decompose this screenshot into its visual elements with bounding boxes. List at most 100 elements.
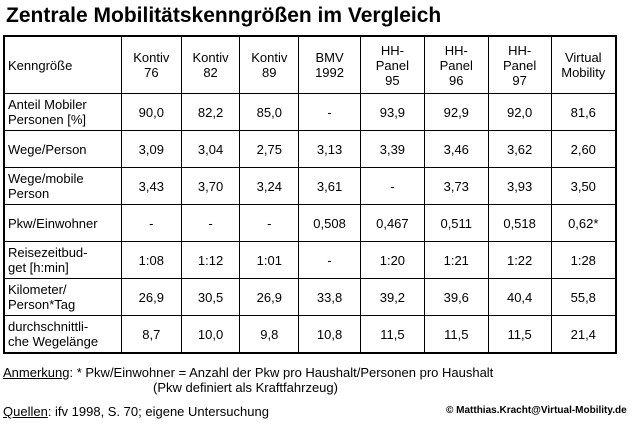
row-label-cell: durchschnittli- che Wegelänge [3, 315, 122, 354]
header-label: Kontiv 76 [133, 50, 170, 80]
header-label: Virtual Mobility [561, 50, 606, 80]
value-cell: 3,93 [487, 167, 552, 205]
value-cell: 21,4 [550, 315, 617, 354]
row-label-cell: Anteil Mobiler Personen [%] [3, 93, 122, 131]
value-cell: 85,0 [239, 93, 300, 131]
value-cell: 33,8 [298, 278, 361, 316]
table-header-row: Kenngröße Kontiv 76 Kontiv 82 Kontiv 89 BMV … [3, 35, 617, 94]
table-row: Wege/Person 3,09 3,04 2,75 3,13 3,39 3,46 3,62 2… [3, 130, 617, 168]
table-row: Anteil Mobiler Personen [%] 90,0 82,2 85,0-… [3, 93, 617, 131]
row-label-cell: Wege/mobile Person [3, 167, 122, 205]
header-label: Kontiv 89 [251, 50, 288, 80]
value-cell: 30,5 [180, 278, 241, 316]
value-cell: 1:28 [550, 241, 617, 279]
remark-text: : * Pkw/Einwohner = Anzahl der Pkw pro H… [69, 365, 494, 380]
row-label: Wege/Person [8, 141, 87, 157]
value-cell: 1:01 [239, 241, 300, 279]
header-cell-source: HH- Panel 96 [423, 35, 489, 94]
comparison-table: Kenngröße Kontiv 76 Kontiv 82 Kontiv 89 BMV … [3, 35, 617, 354]
header-cell-source: Virtual Mobility [550, 35, 617, 94]
row-label-cell: Pkw/Einwohner [3, 204, 122, 242]
value-cell: 3,04 [180, 130, 241, 168]
value-cell: - [298, 241, 361, 279]
row-label-cell: Wege/Person [3, 130, 122, 168]
table-row: Reisezeitbud- get [h:min] 1:08 1:12 1:01-1:… [3, 241, 617, 279]
value-cell: 0,508 [298, 204, 361, 242]
row-label: Pkw/Einwohner [8, 215, 98, 231]
table-body: Anteil Mobiler Personen [%] 90,0 82,2 85,0-… [3, 93, 617, 354]
value-cell: 93,9 [359, 93, 425, 131]
sources-text: : ifv 1998, S. 70; eigene Untersuchung [47, 404, 269, 419]
value-cell: 11,5 [423, 315, 489, 354]
row-label: Reisezeitbud- get [h:min] [8, 245, 88, 275]
header-cell-source: Kontiv 76 [120, 35, 182, 94]
value-cell: 3,39 [359, 130, 425, 168]
value-cell: 26,9 [239, 278, 300, 316]
value-cell: 2,75 [239, 130, 300, 168]
value-cell: - [180, 204, 241, 242]
value-cell: - [359, 167, 425, 205]
row-label: Anteil Mobiler Personen [%] [8, 97, 87, 127]
value-cell: 3,46 [423, 130, 489, 168]
value-cell: 81,6 [550, 93, 617, 131]
value-cell: 3,73 [423, 167, 489, 205]
header-cell-source: HH- Panel 95 [359, 35, 425, 94]
value-cell: 3,13 [298, 130, 361, 168]
table-row: Pkw/Einwohner - - -0,508 0,467 0,511 0,518 0,62… [3, 204, 617, 242]
value-cell: - [120, 204, 182, 242]
value-cell: 11,5 [487, 315, 552, 354]
value-cell: 82,2 [180, 93, 241, 131]
value-cell: 1:12 [180, 241, 241, 279]
row-label-cell: Kilometer/ Person*Tag [3, 278, 122, 316]
remark-line: Anmerkung: * Pkw/Einwohner = Anzahl der … [3, 365, 493, 380]
header-label: Kontiv 82 [192, 50, 229, 80]
value-cell: 40,4 [487, 278, 552, 316]
value-cell: 3,70 [180, 167, 241, 205]
value-cell: 26,9 [120, 278, 182, 316]
value-cell: 3,43 [120, 167, 182, 205]
row-label: Wege/mobile Person [8, 171, 84, 201]
page-title: Zentrale Mobilitätskenngrößen im Verglei… [6, 4, 442, 27]
value-cell: 55,8 [550, 278, 617, 316]
sources-label: Quellen [3, 404, 48, 419]
header-label: HH- Panel 97 [503, 42, 537, 88]
row-label: durchschnittli- che Wegelänge [8, 319, 99, 349]
copyright-text: © Matthias.Kracht@Virtual-Mobility.de [446, 405, 627, 416]
table-row: Wege/mobile Person 3,43 3,70 3,24 3,61-3,73 3… [3, 167, 617, 205]
header-cell-source: BMV 1992 [298, 35, 361, 94]
sources-line: Quellen: ifv 1998, S. 70; eigene Untersu… [3, 404, 269, 419]
value-cell: 0,62* [550, 204, 617, 242]
value-cell: 1:20 [359, 241, 425, 279]
header-label: BMV 1992 [315, 50, 344, 80]
value-cell: - [298, 93, 361, 131]
value-cell: 10,0 [180, 315, 241, 354]
value-cell: 90,0 [120, 93, 182, 131]
value-cell: 2,60 [550, 130, 617, 168]
header-cell-kenngroesse: Kenngröße [3, 35, 122, 94]
value-cell: 11,5 [359, 315, 425, 354]
value-cell: 39,6 [423, 278, 489, 316]
remark-line-2: (Pkw definiert als Kraftfahrzeug) [153, 380, 338, 395]
header-cell-source: Kontiv 82 [180, 35, 241, 94]
table-row: durchschnittli- che Wegelänge 8,7 10,0 9,8 1… [3, 315, 617, 354]
value-cell: - [239, 204, 300, 242]
header-cell-source: Kontiv 89 [239, 35, 300, 94]
remark-text-2: (Pkw definiert als Kraftfahrzeug) [153, 380, 338, 395]
value-cell: 0,518 [487, 204, 552, 242]
value-cell: 3,61 [298, 167, 361, 205]
value-cell: 39,2 [359, 278, 425, 316]
value-cell: 0,467 [359, 204, 425, 242]
row-label: Kilometer/ Person*Tag [8, 282, 76, 312]
value-cell: 3,50 [550, 167, 617, 205]
remark-label: Anmerkung [3, 365, 70, 380]
table-row: Kilometer/ Person*Tag 26,9 30,5 26,9 33,8 39,… [3, 278, 617, 316]
value-cell: 1:08 [120, 241, 182, 279]
value-cell: 9,8 [239, 315, 300, 354]
header-label: HH- Panel 95 [375, 42, 410, 88]
header-label: Kenngröße [8, 57, 73, 73]
row-label-cell: Reisezeitbud- get [h:min] [3, 241, 122, 279]
value-cell: 0,511 [423, 204, 489, 242]
value-cell: 92,9 [423, 93, 489, 131]
value-cell: 10,8 [298, 315, 361, 354]
header-label: HH- Panel 96 [439, 42, 473, 88]
